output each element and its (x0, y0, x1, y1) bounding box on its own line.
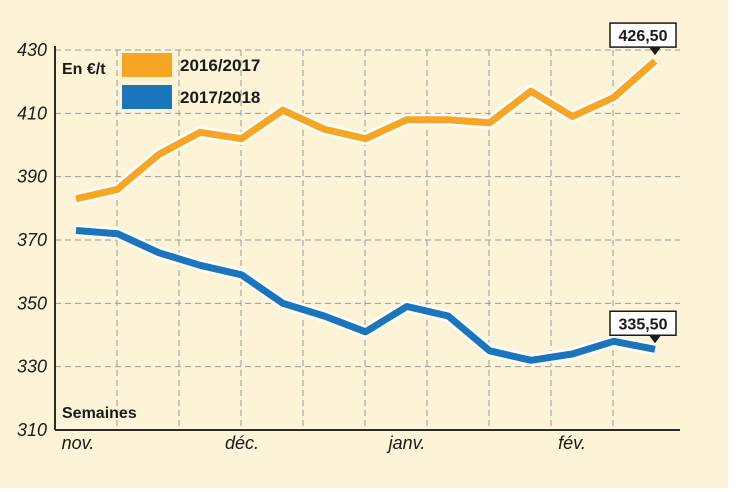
series-line-2016-2017 (75, 58, 658, 203)
y-tick-label: 330 (17, 357, 47, 377)
x-tick-label: nov. (62, 433, 95, 453)
axes (54, 46, 680, 431)
x-tick-label: déc. (225, 433, 259, 453)
legend-label-2017-2018: 2017/2018 (180, 88, 260, 107)
series-line-2017-2018 (75, 227, 656, 364)
end-callouts: 426,50 335,50 (609, 22, 677, 344)
x-tick-label: fév. (558, 433, 586, 453)
legend-swatch-2016-2017 (122, 53, 172, 77)
unit-label: En €/t (62, 61, 106, 78)
legend: 2016/2017 2017/2018 (122, 53, 260, 109)
y-tick-label: 410 (17, 103, 47, 123)
legend-label-2016-2017: 2016/2017 (180, 56, 260, 75)
callout-value-0: 426,50 (619, 28, 668, 45)
callout-box-0 (609, 22, 677, 48)
x-tick-labels: nov. déc. janv. fév. (62, 433, 586, 453)
callout-pointer-0 (649, 47, 661, 56)
callout-value-1: 335,50 (619, 316, 668, 333)
callout-box-1 (609, 310, 677, 336)
chart-panel (0, 0, 728, 488)
x-axis-title: Semaines (62, 405, 137, 422)
legend-swatch-2017-2018 (122, 85, 172, 109)
callout-pointer-1 (649, 335, 661, 344)
y-tick-label: 350 (17, 293, 47, 313)
series-lines (74, 56, 659, 367)
y-tick-labels: 310 330 350 370 390 410 430 (17, 40, 47, 440)
y-tick-label: 370 (17, 230, 47, 250)
y-tick-label: 390 (17, 167, 47, 187)
y-tick-label: 310 (17, 420, 47, 440)
x-tick-label: janv. (386, 433, 426, 453)
y-tick-label: 430 (17, 40, 47, 60)
